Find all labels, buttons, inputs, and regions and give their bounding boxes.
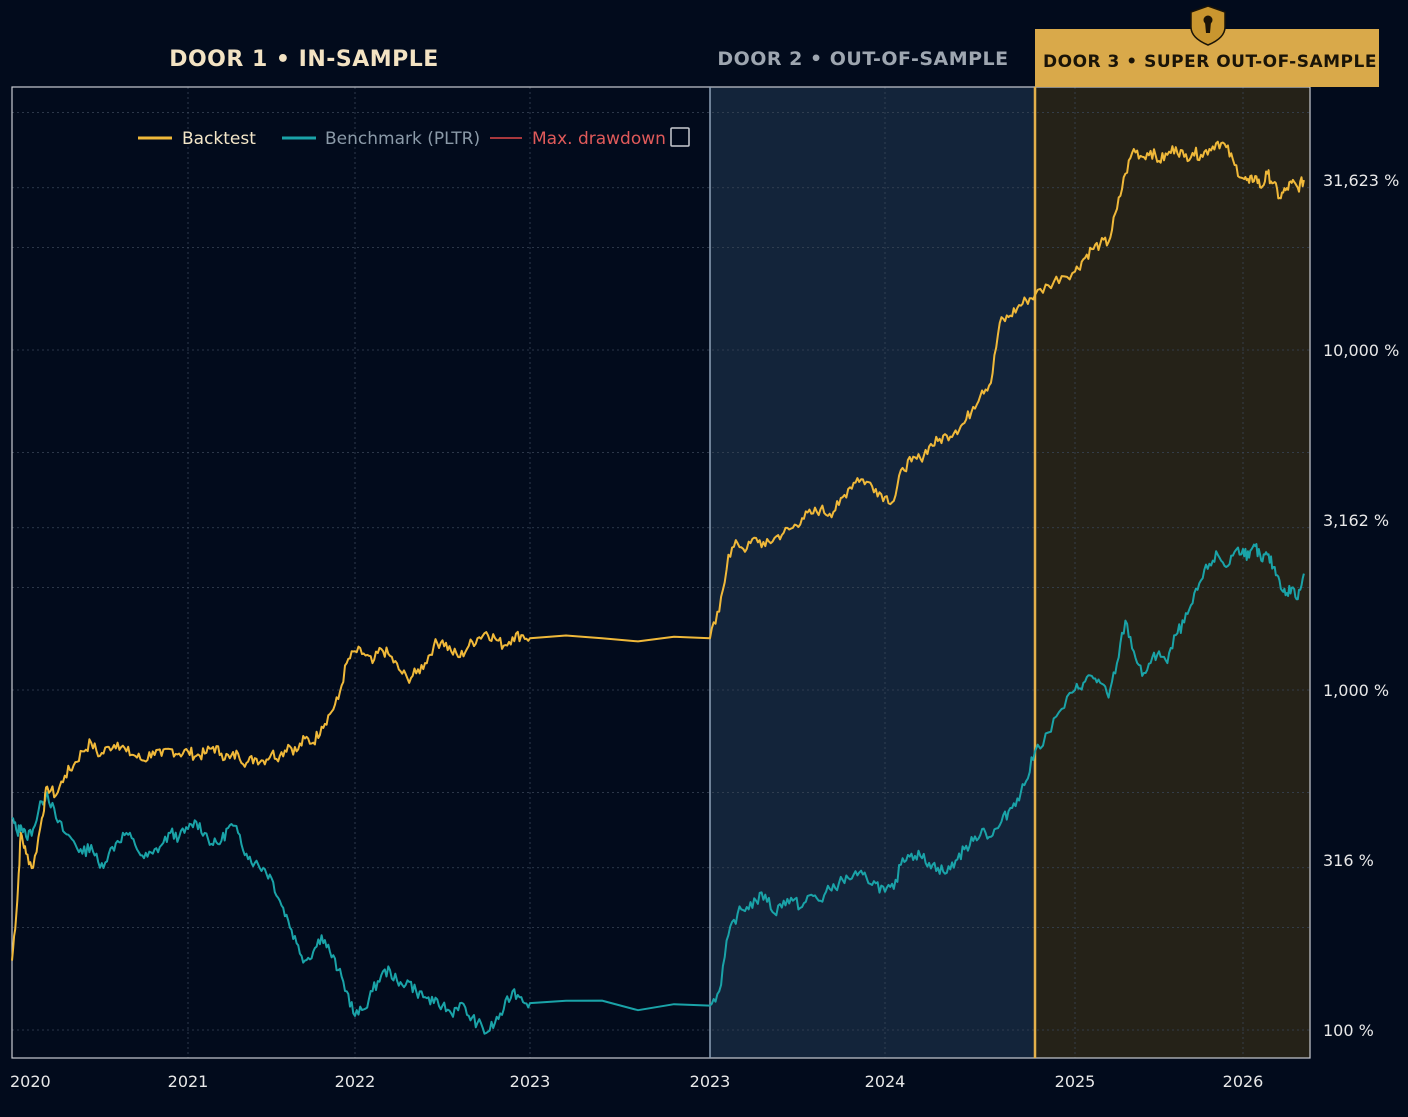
x-tick-label: 2026 xyxy=(1223,1072,1264,1091)
backtest-line xyxy=(11,140,1305,961)
y-tick-label: 31,623 % xyxy=(1323,171,1399,190)
door1-title: DOOR 1 • IN-SAMPLE xyxy=(169,47,439,72)
x-tick-label: 2020 xyxy=(10,1072,51,1091)
legend-benchmark-label: Benchmark (PLTR) xyxy=(325,129,480,149)
x-tick-label: 2021 xyxy=(168,1072,209,1091)
legend-backtest-label: Backtest xyxy=(182,129,256,149)
door2-region xyxy=(710,87,1035,1058)
door3-region xyxy=(1035,87,1310,1058)
y-tick-label: 10,000 % xyxy=(1323,341,1399,360)
y-tick-label: 316 % xyxy=(1323,851,1374,870)
door3-title[interactable]: DOOR 3 • SUPER OUT-OF-SAMPLE xyxy=(1043,52,1377,72)
benchmark-line xyxy=(11,543,1305,1035)
legend-drawdown-label: Max. drawdown xyxy=(532,129,666,149)
door1-region xyxy=(12,87,710,1058)
y-axis: 100 % 316 % 1,000 % 3,162 % 10,000 % 31,623 % xyxy=(1323,171,1399,1040)
x-tick-label: 2022 xyxy=(335,1072,376,1091)
x-tick-label: 2024 xyxy=(865,1072,906,1091)
door2-title: DOOR 2 • OUT-OF-SAMPLE xyxy=(717,48,1008,70)
x-axis: 2020 2021 2022 2023 2023 2024 2025 2026 xyxy=(10,1072,1263,1091)
keyhole-shield-icon xyxy=(1190,5,1226,46)
y-tick-label: 100 % xyxy=(1323,1021,1374,1040)
legend: Backtest Benchmark (PLTR) Max. drawdown xyxy=(138,127,690,149)
y-tick-label: 3,162 % xyxy=(1323,511,1389,530)
x-tick-label: 2023 xyxy=(690,1072,731,1091)
plot-frame xyxy=(11,86,1311,1059)
x-tick-label: 2023 xyxy=(510,1072,551,1091)
x-tick-label: 2025 xyxy=(1055,1072,1096,1091)
y-tick-label: 1,000 % xyxy=(1323,681,1389,700)
drawdown-checkbox[interactable] xyxy=(670,127,690,147)
